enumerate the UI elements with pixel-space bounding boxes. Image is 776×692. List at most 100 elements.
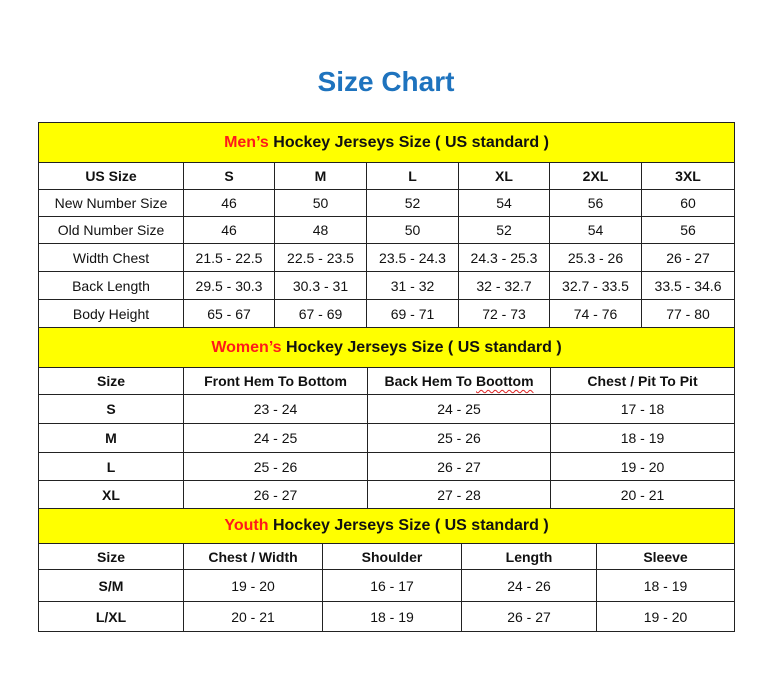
section-title-text: Hockey Jerseys Size ( US standard ) — [268, 517, 549, 534]
table-cell: 65 - 67 — [183, 299, 275, 328]
table-cell: 46 — [183, 189, 275, 217]
table-cell: 60 — [640, 189, 736, 217]
column-header-text: Shoulder — [361, 548, 423, 565]
column-header-text: Size — [96, 373, 125, 389]
row-label: Old Number Size — [38, 216, 184, 244]
table-cell: 25 - 26 — [183, 452, 368, 481]
table-cell: 18 - 19 — [322, 601, 462, 632]
table-cell: 46 — [183, 216, 275, 244]
table-cell: 30.3 - 31 — [274, 271, 367, 300]
table-cell: 18 - 19 — [549, 423, 736, 453]
column-header: Sleeve — [595, 543, 736, 570]
row-label: New Number Size — [38, 189, 184, 217]
column-header: 2XL — [549, 162, 642, 190]
column-header-text: Sleeve — [643, 548, 688, 565]
row-label: Body Height — [38, 299, 184, 328]
table-cell: 19 - 20 — [183, 569, 323, 602]
table-cell: 54 — [549, 216, 642, 244]
table-cell: 24.3 - 25.3 — [458, 243, 550, 272]
table-cell: 33.5 - 34.6 — [640, 271, 736, 300]
table-cell: 16 - 17 — [322, 569, 462, 602]
section-title-text: Hockey Jerseys Size ( US standard ) — [281, 338, 562, 356]
table-cell: 20 - 21 — [183, 601, 323, 632]
table-row: S 23 - 24 24 - 25 17 - 18 — [38, 394, 736, 424]
table-cell: 72 - 73 — [458, 299, 550, 328]
youth-size-table: Youth Hockey Jerseys Size ( US standard … — [37, 508, 736, 632]
table-cell: 52 — [458, 216, 550, 244]
table-cell: 56 — [640, 216, 736, 244]
table-row: Old Number Size 46 48 50 52 54 56 — [38, 216, 736, 244]
row-label: Back Length — [38, 271, 184, 300]
column-header-text: 2XL — [582, 168, 609, 184]
table-cell: 22.5 - 23.5 — [274, 243, 367, 272]
table-cell: 20 - 21 — [549, 480, 736, 509]
section-title-text: Hockey Jerseys Size ( US standard ) — [268, 133, 549, 151]
column-header: Shoulder — [322, 543, 462, 570]
column-header: 3XL — [640, 162, 736, 190]
table-cell: 50 — [366, 216, 459, 244]
header-row: Size Chest / Width Shoulder Length Sleeve — [38, 543, 736, 570]
youth-section-title: Youth Hockey Jerseys Size ( US standard … — [37, 508, 736, 544]
table-cell: 24 - 25 — [367, 394, 551, 424]
youth-label: Youth — [224, 517, 269, 534]
column-header-text: S — [224, 168, 234, 184]
row-label: S — [38, 394, 184, 424]
men-label: Men’s — [224, 133, 269, 151]
table-cell: 23 - 24 — [183, 394, 368, 424]
table-row: L/XL 20 - 21 18 - 19 26 - 27 19 - 20 — [38, 601, 736, 632]
column-header-text: Chest / Width — [208, 548, 298, 565]
table-cell: 26 - 27 — [461, 601, 597, 632]
table-cell: 54 — [458, 189, 550, 217]
column-header-text: XL — [495, 168, 513, 184]
table-row: New Number Size 46 50 52 54 56 60 — [38, 189, 736, 217]
table-row: Body Height 65 - 67 67 - 69 69 - 71 72 - 73 7… — [38, 299, 736, 328]
table-cell: 50 — [274, 189, 367, 217]
column-header-text: Chest / Pit To Pit — [587, 373, 698, 389]
table-cell: 19 - 20 — [595, 601, 736, 632]
column-header: M — [274, 162, 367, 190]
table-row: XL 26 - 27 27 - 28 20 - 21 — [38, 480, 736, 509]
column-header-text: Back Hem To Boottom — [384, 373, 534, 389]
women-label: Women’s — [211, 338, 282, 356]
header-row: US Size S M L XL 2XL 3XL — [38, 162, 736, 190]
women-size-table: Women’s Hockey Jerseys Size ( US standar… — [37, 327, 736, 509]
table-cell: 67 - 69 — [274, 299, 367, 328]
page-title: Size Chart — [317, 66, 455, 97]
row-label: Width Chest — [38, 243, 184, 272]
column-header-text: 3XL — [675, 168, 701, 184]
row-label: L/XL — [38, 601, 184, 632]
table-row: M 24 - 25 25 - 26 18 - 19 — [38, 423, 736, 453]
table-row: S/M 19 - 20 16 - 17 24 - 26 18 - 19 — [38, 569, 736, 602]
table-cell: 21.5 - 22.5 — [183, 243, 275, 272]
column-header: Size — [38, 367, 184, 395]
column-header: XL — [458, 162, 550, 190]
column-header: L — [366, 162, 459, 190]
table-cell: 56 — [549, 189, 642, 217]
table-cell: 29.5 - 30.3 — [183, 271, 275, 300]
column-header: Size — [38, 543, 184, 570]
table-row: L 25 - 26 26 - 27 19 - 20 — [38, 452, 736, 481]
column-header-text: M — [314, 168, 327, 184]
column-header: US Size — [38, 162, 184, 190]
table-cell: 77 - 80 — [640, 299, 736, 328]
men-size-table: Men’s Hockey Jerseys Size ( US standard … — [37, 122, 736, 328]
column-header: S — [183, 162, 275, 190]
table-cell: 24 - 26 — [461, 569, 597, 602]
table-cell: 31 - 32 — [366, 271, 459, 300]
table-cell: 26 - 27 — [183, 480, 368, 509]
column-header: Chest / Width — [183, 543, 323, 570]
table-cell: 74 - 76 — [549, 299, 642, 328]
table-cell: 19 - 20 — [549, 452, 736, 481]
column-header-text: L — [408, 168, 417, 184]
table-cell: 24 - 25 — [183, 423, 368, 453]
table-cell: 18 - 19 — [595, 569, 736, 602]
table-cell: 27 - 28 — [367, 480, 551, 509]
row-label: L — [38, 452, 184, 481]
women-section-title: Women’s Hockey Jerseys Size ( US standar… — [37, 327, 736, 368]
table-cell: 26 - 27 — [367, 452, 551, 481]
column-header: Length — [461, 543, 597, 570]
row-label: S/M — [38, 569, 184, 602]
table-cell: 69 - 71 — [366, 299, 459, 328]
header-row: Size Front Hem To Bottom Back Hem To Boott… — [38, 367, 736, 395]
column-header-text: Front Hem To Bottom — [204, 373, 347, 389]
